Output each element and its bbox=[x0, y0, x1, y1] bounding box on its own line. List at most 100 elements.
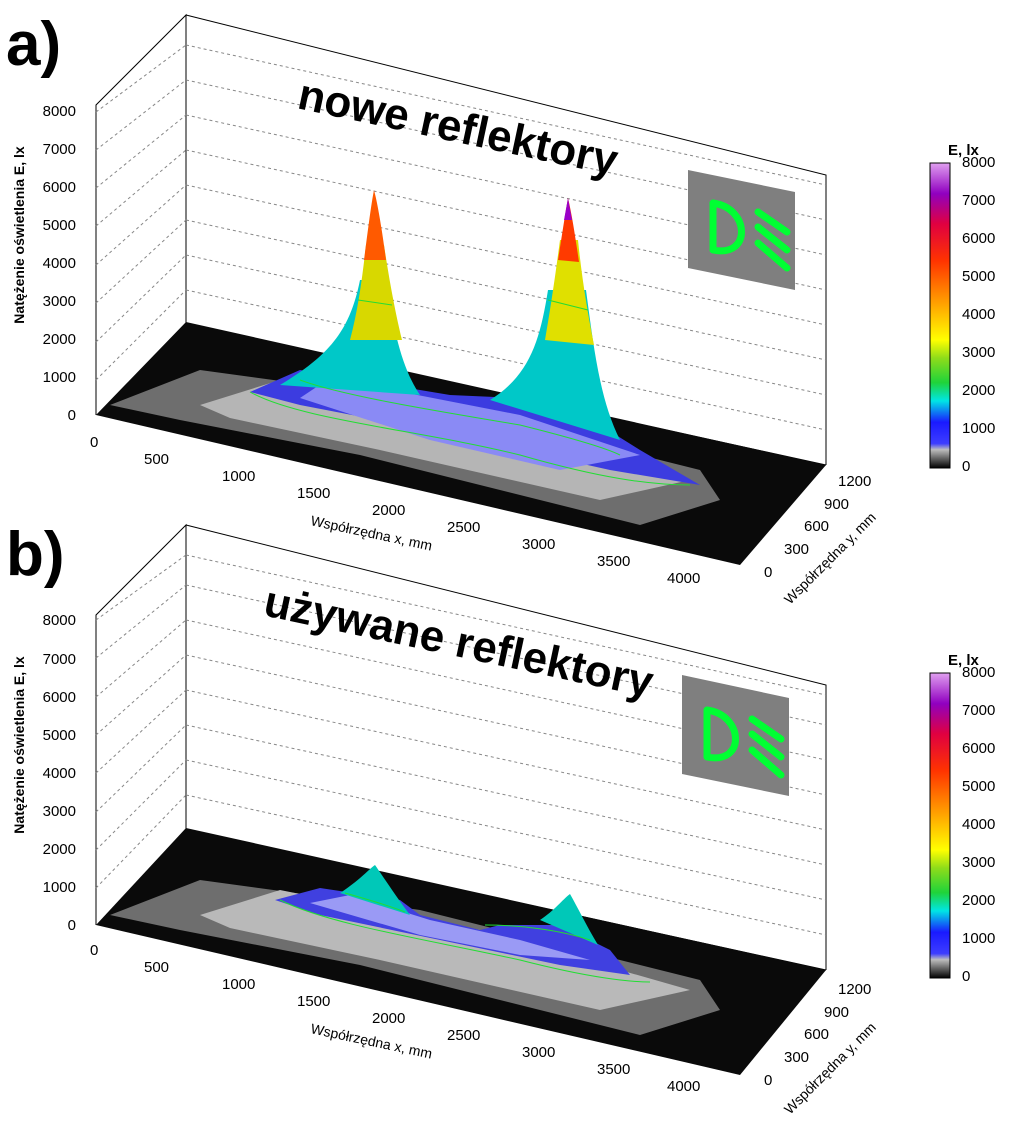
panel-a-colorbar-title: E, lx bbox=[948, 142, 980, 159]
panel-b-colorbar: E, lx 0 1000 2000 3000 4000 5000 6000 70… bbox=[929, 652, 995, 985]
panel-a-yt-1: 300 bbox=[784, 541, 809, 558]
panel-a-peak-2-top bbox=[558, 198, 579, 262]
panel-a-zlabel: Natężenie oświetlenia E, lx bbox=[11, 146, 27, 324]
panel-a-yt-4: 1200 bbox=[838, 473, 871, 490]
panel-a-cb-4: 4000 bbox=[962, 306, 995, 323]
panel-b-zlabel: Natężenie oświetlenia E, lx bbox=[11, 656, 27, 834]
panel-b-xt-0: 0 bbox=[90, 942, 98, 959]
panel-b-zt-6: 6000 bbox=[43, 689, 76, 706]
panel-a: 0 1000 2000 3000 4000 5000 6000 7000 800… bbox=[6, 10, 995, 607]
panel-a-label: a) bbox=[6, 10, 61, 79]
panel-b-label: b) bbox=[6, 520, 65, 589]
panel-b-surface bbox=[96, 828, 826, 1075]
panel-a-peak-2-cap bbox=[564, 198, 572, 220]
panel-a-contour-2 bbox=[299, 379, 621, 456]
panel-a-peak-2-mid bbox=[545, 240, 594, 345]
panel-a-peak-1-top bbox=[364, 190, 386, 260]
panel-a-xt-3: 1500 bbox=[297, 485, 330, 502]
panel-a-yt-2: 600 bbox=[804, 518, 829, 535]
panel-a-contour-4 bbox=[547, 299, 589, 311]
panel-b-floor-blue-light bbox=[310, 895, 590, 960]
panel-b-yt-4: 1200 bbox=[838, 981, 871, 998]
panel-a-gridlines bbox=[95, 44, 827, 431]
panel-b-xt-5: 2500 bbox=[447, 1027, 480, 1044]
panel-b-cb-2: 2000 bbox=[962, 892, 995, 909]
panel-b-cb-6: 6000 bbox=[962, 740, 995, 757]
panel-b: 0 1000 2000 3000 4000 5000 6000 7000 800… bbox=[6, 520, 995, 1117]
panel-b-zt-2: 2000 bbox=[43, 841, 76, 858]
panel-b-title: używane reflektory bbox=[260, 577, 658, 707]
panel-b-xt-3: 1500 bbox=[297, 993, 330, 1010]
panel-a-xt-7: 3500 bbox=[597, 553, 630, 570]
panel-b-peak-1 bbox=[340, 865, 410, 915]
panel-a-contour-3 bbox=[357, 299, 393, 306]
panel-a-contour-1 bbox=[249, 391, 691, 486]
panel-a-zt-6: 6000 bbox=[43, 179, 76, 196]
panel-a-surface bbox=[96, 190, 826, 565]
panel-b-zt-7: 7000 bbox=[43, 651, 76, 668]
panel-b-xt-6: 3000 bbox=[522, 1044, 555, 1061]
panel-a-zt-7: 7000 bbox=[43, 141, 76, 158]
panel-a-cb-2: 2000 bbox=[962, 382, 995, 399]
panel-b-floor-lighter bbox=[200, 890, 690, 1010]
panel-b-contours bbox=[279, 892, 651, 983]
panel-b-zt-8: 8000 bbox=[43, 612, 76, 629]
panel-b-xt-2: 1000 bbox=[222, 976, 255, 993]
panel-a-headlight-icon bbox=[688, 170, 795, 290]
panel-a-zt-0: 0 bbox=[68, 407, 76, 424]
panel-a-ylabel: Współrzędna y, mm bbox=[781, 509, 879, 607]
panel-b-zt-0: 0 bbox=[68, 917, 76, 934]
panel-a-xt-4: 2000 bbox=[372, 502, 405, 519]
panel-b-zt-5: 5000 bbox=[43, 727, 76, 744]
panel-b-cb-0: 0 bbox=[962, 968, 970, 985]
panel-a-cb-8: 8000 bbox=[962, 154, 995, 171]
panel-b-contour-2 bbox=[344, 892, 406, 913]
panel-b-ylabel: Współrzędna y, mm bbox=[781, 1019, 879, 1117]
panel-a-cb-6: 6000 bbox=[962, 230, 995, 247]
panel-a-xt-5: 2500 bbox=[447, 519, 480, 536]
panel-a-zt-4: 4000 bbox=[43, 255, 76, 272]
panel-a-xt-8: 4000 bbox=[667, 570, 700, 587]
panel-b-cb-4: 4000 bbox=[962, 816, 995, 833]
panel-b-cb-1: 1000 bbox=[962, 930, 995, 947]
panel-b-yt-1: 300 bbox=[784, 1049, 809, 1066]
panel-a-xt-6: 3000 bbox=[522, 536, 555, 553]
panel-a-zt-3: 3000 bbox=[43, 293, 76, 310]
panel-b-z-axis: 0 1000 2000 3000 4000 5000 6000 7000 800… bbox=[11, 612, 76, 934]
panel-b-xt-8: 4000 bbox=[667, 1078, 700, 1095]
panel-a-contours bbox=[249, 299, 691, 486]
panel-b-yt-3: 900 bbox=[824, 1004, 849, 1021]
panel-b-cb-5: 5000 bbox=[962, 778, 995, 795]
panel-a-zt-5: 5000 bbox=[43, 217, 76, 234]
panel-b-cb-8: 8000 bbox=[962, 664, 995, 681]
panel-a-zt-8: 8000 bbox=[43, 103, 76, 120]
panel-b-zt-4: 4000 bbox=[43, 765, 76, 782]
panel-b-zt-3: 3000 bbox=[43, 803, 76, 820]
panel-a-peak-1-mid bbox=[350, 245, 402, 340]
panel-a-zt-1: 1000 bbox=[43, 369, 76, 386]
panel-b-cb-3: 3000 bbox=[962, 854, 995, 871]
panel-a-cb-5: 5000 bbox=[962, 268, 995, 285]
panel-b-colorbar-title: E, lx bbox=[948, 652, 980, 669]
panel-b-yt-2: 600 bbox=[804, 1026, 829, 1043]
panel-b-headlight-icon bbox=[682, 675, 789, 796]
panel-a-title: nowe reflektory bbox=[294, 70, 623, 186]
panel-b-yt-0: 0 bbox=[764, 1072, 772, 1089]
panel-b-peak-2 bbox=[540, 894, 598, 945]
panel-a-cb-1: 1000 bbox=[962, 420, 995, 437]
panel-a-colorbar: E, lx 0 1000 2000 3000 4000 5000 6000 70… bbox=[929, 142, 995, 475]
panel-a-cb-0: 0 bbox=[962, 458, 970, 475]
panel-b-cb-7: 7000 bbox=[962, 702, 995, 719]
panel-b-xt-1: 500 bbox=[144, 959, 169, 976]
panel-a-zt-2: 2000 bbox=[43, 331, 76, 348]
panel-b-xt-4: 2000 bbox=[372, 1010, 405, 1027]
panel-a-xt-2: 1000 bbox=[222, 468, 255, 485]
panel-b-contour-1 bbox=[279, 899, 651, 983]
panel-b-xt-7: 3500 bbox=[597, 1061, 630, 1078]
panel-a-yt-3: 900 bbox=[824, 496, 849, 513]
panel-b-gridlines bbox=[95, 554, 827, 936]
panel-b-contour-3 bbox=[484, 924, 591, 941]
panel-a-z-axis: 0 1000 2000 3000 4000 5000 6000 7000 800… bbox=[11, 103, 76, 424]
panel-b-zt-1: 1000 bbox=[43, 879, 76, 896]
